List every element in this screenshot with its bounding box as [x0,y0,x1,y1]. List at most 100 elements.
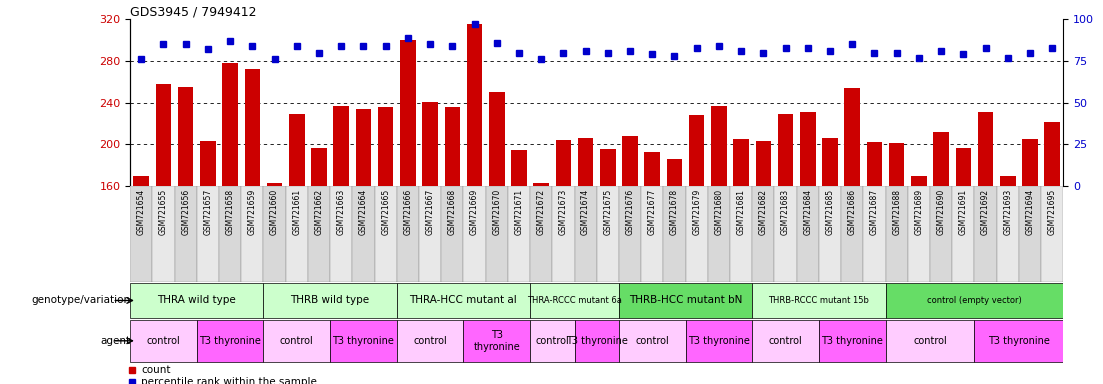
Bar [752,283,886,318]
Text: T3 thyronine: T3 thyronine [688,336,750,346]
Bar [886,186,908,282]
Text: GSM721669: GSM721669 [470,189,479,235]
Text: percentile rank within the sample: percentile rank within the sample [141,377,317,384]
Bar [355,109,372,186]
Text: control (empty vector): control (empty vector) [927,296,1021,305]
Bar [397,320,463,362]
Bar [689,115,705,186]
Text: control: control [913,336,946,346]
Bar [600,149,615,186]
Bar [867,142,882,186]
Text: GSM721665: GSM721665 [382,189,390,235]
Text: control: control [635,336,670,346]
Bar [641,186,663,282]
Text: GSM721679: GSM721679 [693,189,702,235]
Bar [485,186,507,282]
Text: T3 thyronine: T3 thyronine [988,336,1050,346]
Bar [174,186,196,282]
Bar [864,186,886,282]
Text: GSM721688: GSM721688 [892,189,901,235]
Bar [619,283,752,318]
Text: GSM721678: GSM721678 [670,189,679,235]
Bar [796,186,818,282]
Text: GSM721659: GSM721659 [248,189,257,235]
Bar [130,320,196,362]
Text: GSM721655: GSM721655 [159,189,168,235]
Bar [467,25,482,186]
Bar [622,136,638,186]
Text: GSM721684: GSM721684 [803,189,812,235]
Bar [933,132,949,186]
Text: T3 thyronine: T3 thyronine [332,336,395,346]
Bar [845,88,860,186]
Bar [952,186,974,282]
Bar [531,186,553,282]
Bar [489,92,504,186]
Bar [818,186,842,282]
Text: GSM721656: GSM721656 [181,189,190,235]
Bar [842,186,864,282]
Bar [553,186,575,282]
Bar [711,106,727,186]
Text: GDS3945 / 7949412: GDS3945 / 7949412 [130,5,257,18]
Text: GSM721691: GSM721691 [959,189,967,235]
Bar [308,186,330,282]
Bar [575,320,619,362]
Bar [756,141,771,186]
Bar [778,114,793,186]
Bar [886,283,1063,318]
Bar [686,186,708,282]
Bar [511,150,527,186]
Text: THRB wild type: THRB wild type [290,295,370,306]
Text: GSM721658: GSM721658 [226,189,235,235]
Text: GSM721682: GSM721682 [759,189,768,235]
Bar [330,320,397,362]
Text: GSM721685: GSM721685 [825,189,835,235]
Bar [463,320,531,362]
Bar [130,186,152,282]
Bar [152,186,174,282]
Bar [619,320,686,362]
Bar [286,186,308,282]
Bar [333,106,349,186]
Bar [663,186,686,282]
Bar [264,186,286,282]
Bar [1019,186,1041,282]
Text: GSM721674: GSM721674 [581,189,590,235]
Text: control: control [769,336,803,346]
Bar [1045,121,1060,186]
Text: GSM721680: GSM721680 [715,189,724,235]
Bar [375,186,397,282]
Text: GSM721694: GSM721694 [1026,189,1035,235]
Bar [575,186,597,282]
Bar [730,186,752,282]
Text: GSM721683: GSM721683 [781,189,790,235]
Bar [686,320,752,362]
Bar [289,114,304,186]
Bar [507,186,531,282]
Text: control: control [147,336,181,346]
Bar [774,186,796,282]
Text: genotype/variation: genotype/variation [31,295,130,306]
Bar [997,186,1019,282]
Bar [908,186,930,282]
Bar [223,63,238,186]
Bar [597,186,619,282]
Bar [400,40,416,186]
Text: control: control [414,336,447,346]
Bar [974,320,1063,362]
Text: GSM721687: GSM721687 [870,189,879,235]
Text: GSM721686: GSM721686 [848,189,857,235]
Text: GSM721676: GSM721676 [625,189,634,235]
Bar [242,186,264,282]
Bar [397,186,419,282]
Text: GSM721657: GSM721657 [203,189,213,235]
Bar [419,186,441,282]
Bar [534,183,549,186]
Bar [330,186,352,282]
Text: GSM721662: GSM721662 [314,189,323,235]
Bar [311,147,326,186]
Text: GSM721689: GSM721689 [914,189,923,235]
Text: GSM721672: GSM721672 [537,189,546,235]
Bar [397,283,531,318]
